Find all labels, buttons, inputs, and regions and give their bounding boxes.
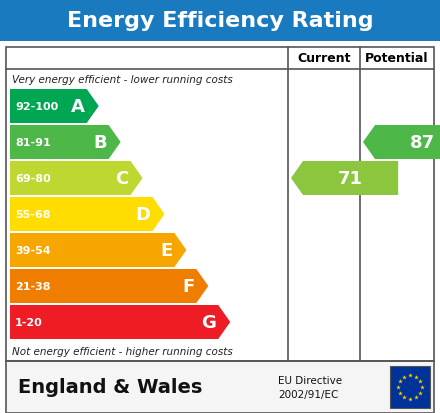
Text: 21-38: 21-38 <box>15 281 51 291</box>
Text: B: B <box>93 134 106 152</box>
Text: 39-54: 39-54 <box>15 245 51 255</box>
Text: A: A <box>71 98 85 116</box>
Polygon shape <box>10 126 121 159</box>
Text: 92-100: 92-100 <box>15 102 58 112</box>
Text: EU Directive
2002/91/EC: EU Directive 2002/91/EC <box>278 375 342 399</box>
Text: G: G <box>202 313 216 331</box>
Text: F: F <box>182 277 194 295</box>
Text: 81-91: 81-91 <box>15 138 51 147</box>
Text: 87: 87 <box>410 134 435 152</box>
Text: 55-68: 55-68 <box>15 209 51 219</box>
Text: 69-80: 69-80 <box>15 173 51 183</box>
Text: England & Wales: England & Wales <box>18 377 202 396</box>
Text: 71: 71 <box>338 170 363 188</box>
Bar <box>6 361 434 413</box>
Bar <box>6 48 434 361</box>
Bar <box>390 366 430 408</box>
Bar <box>0 0 440 42</box>
Text: Potential: Potential <box>365 52 429 65</box>
Polygon shape <box>10 233 187 267</box>
Polygon shape <box>10 269 208 303</box>
Text: E: E <box>160 242 172 259</box>
Polygon shape <box>10 90 99 124</box>
Text: C: C <box>115 170 128 188</box>
Text: Very energy efficient - lower running costs: Very energy efficient - lower running co… <box>12 75 233 85</box>
Polygon shape <box>291 161 398 195</box>
Text: D: D <box>136 206 150 223</box>
Polygon shape <box>10 161 143 195</box>
Text: Not energy efficient - higher running costs: Not energy efficient - higher running co… <box>12 346 233 356</box>
Polygon shape <box>363 126 440 159</box>
Polygon shape <box>10 305 230 339</box>
Text: Energy Efficiency Rating: Energy Efficiency Rating <box>67 11 373 31</box>
Text: Current: Current <box>297 52 351 65</box>
Text: 1-20: 1-20 <box>15 317 43 327</box>
Polygon shape <box>10 197 165 231</box>
